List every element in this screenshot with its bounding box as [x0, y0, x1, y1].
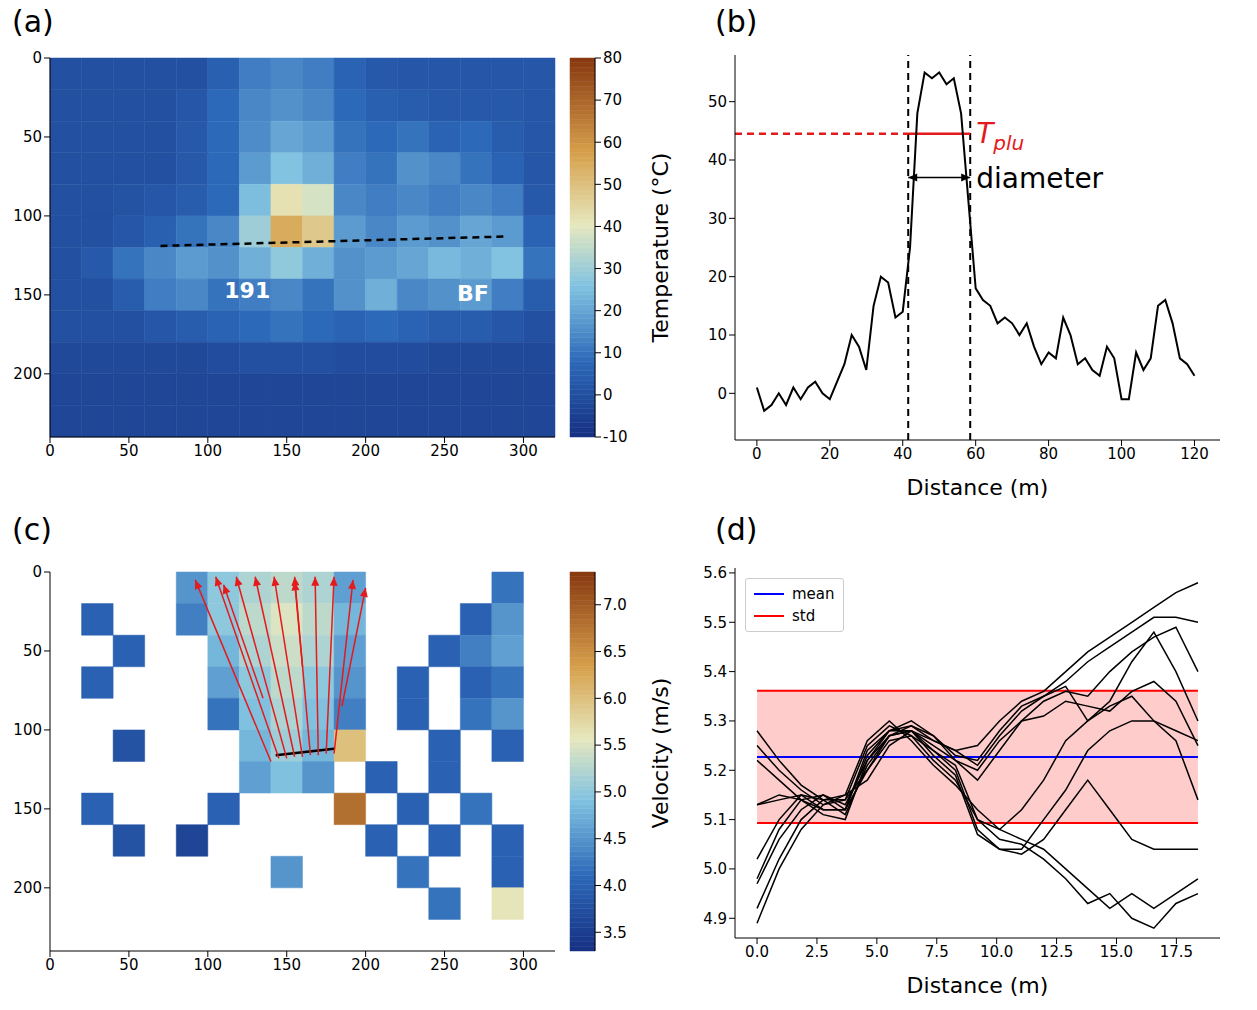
svg-text:5.3: 5.3 [703, 712, 727, 730]
svg-text:150: 150 [272, 442, 301, 460]
svg-text:20: 20 [820, 445, 839, 463]
svg-text:5.5: 5.5 [603, 736, 627, 754]
svg-text:0.0: 0.0 [745, 943, 769, 961]
svg-text:Velocity (m/s): Velocity (m/s) [648, 678, 673, 829]
svg-text:150: 150 [272, 956, 301, 974]
html-text:mean: mean [792, 585, 835, 603]
svg-text:BF: BF [457, 281, 489, 306]
svg-text:200: 200 [13, 879, 42, 897]
svg-text:300: 300 [509, 442, 538, 460]
svg-text:40: 40 [708, 151, 727, 169]
html-text:(a): (a) [12, 4, 54, 39]
svg-text:0: 0 [603, 386, 613, 404]
svg-text:80: 80 [1039, 445, 1058, 463]
svg-text:5.4: 5.4 [703, 663, 727, 681]
svg-text:300: 300 [509, 956, 538, 974]
svg-text:6.5: 6.5 [603, 643, 627, 661]
svg-text:40: 40 [893, 445, 912, 463]
svg-text:100: 100 [13, 207, 42, 225]
svg-text:5.0: 5.0 [603, 783, 627, 801]
svg-text:0: 0 [752, 445, 762, 463]
svg-text:50: 50 [23, 128, 42, 146]
svg-text:17.5: 17.5 [1160, 943, 1193, 961]
svg-text:-10: -10 [603, 428, 628, 446]
svg-text:7.0: 7.0 [603, 596, 627, 614]
svg-text:5.1: 5.1 [703, 811, 727, 829]
svg-text:10: 10 [708, 326, 727, 344]
svg-text:2.5: 2.5 [805, 943, 829, 961]
svg-text:250: 250 [430, 956, 459, 974]
svg-text:Temperature (°C): Temperature (°C) [648, 153, 673, 344]
svg-text:5.5: 5.5 [703, 614, 727, 632]
svg-text:80: 80 [603, 49, 622, 67]
svg-text:4.0: 4.0 [603, 877, 627, 895]
svg-text:60: 60 [603, 134, 622, 152]
svg-text:40: 40 [603, 218, 622, 236]
svg-text:250: 250 [430, 442, 459, 460]
svg-text:0: 0 [717, 385, 727, 403]
svg-text:5.0: 5.0 [703, 860, 727, 878]
svg-text:10: 10 [603, 344, 622, 362]
svg-text:100: 100 [1107, 445, 1136, 463]
svg-text:150: 150 [13, 800, 42, 818]
svg-text:0: 0 [32, 49, 42, 67]
svg-text:Distance (m): Distance (m) [907, 475, 1049, 500]
html-text:(c): (c) [12, 512, 52, 547]
svg-text:3.5: 3.5 [603, 924, 627, 942]
svg-text:diameter: diameter [976, 162, 1103, 195]
svg-text:0: 0 [45, 442, 55, 460]
html-text:std: std [792, 607, 816, 625]
svg-text:200: 200 [13, 365, 42, 383]
svg-text:50: 50 [708, 93, 727, 111]
svg-text:120: 120 [1180, 445, 1209, 463]
svg-text:50: 50 [119, 442, 138, 460]
svg-text:100: 100 [193, 442, 222, 460]
svg-text:50: 50 [603, 176, 622, 194]
html-text:(b): (b) [715, 4, 758, 39]
svg-text:100: 100 [193, 956, 222, 974]
svg-text:150: 150 [13, 286, 42, 304]
svg-text:70: 70 [603, 91, 622, 109]
svg-text:5.0: 5.0 [865, 943, 889, 961]
svg-text:30: 30 [603, 260, 622, 278]
svg-text:5.2: 5.2 [703, 762, 727, 780]
svg-text:100: 100 [13, 721, 42, 739]
svg-text:20: 20 [603, 302, 622, 320]
svg-text:50: 50 [119, 956, 138, 974]
svg-text:50: 50 [23, 642, 42, 660]
svg-text:7.5: 7.5 [925, 943, 949, 961]
svg-text:5.6: 5.6 [703, 564, 727, 582]
svg-text:0: 0 [32, 563, 42, 581]
svg-text:20: 20 [708, 268, 727, 286]
svg-text:10.0: 10.0 [980, 943, 1013, 961]
svg-text:191: 191 [224, 278, 270, 303]
svg-text:15.0: 15.0 [1100, 943, 1133, 961]
svg-text:200: 200 [351, 442, 380, 460]
svg-text:4.9: 4.9 [703, 910, 727, 928]
svg-text:6.0: 6.0 [603, 690, 627, 708]
svg-text:60: 60 [966, 445, 985, 463]
svg-text:Tplu: Tplu [976, 117, 1024, 155]
svg-text:200: 200 [351, 956, 380, 974]
svg-text:30: 30 [708, 210, 727, 228]
svg-text:4.5: 4.5 [603, 830, 627, 848]
svg-text:12.5: 12.5 [1040, 943, 1073, 961]
svg-text:0: 0 [45, 956, 55, 974]
svg-text:Distance (m): Distance (m) [907, 973, 1049, 998]
html-text:(d): (d) [715, 512, 758, 547]
